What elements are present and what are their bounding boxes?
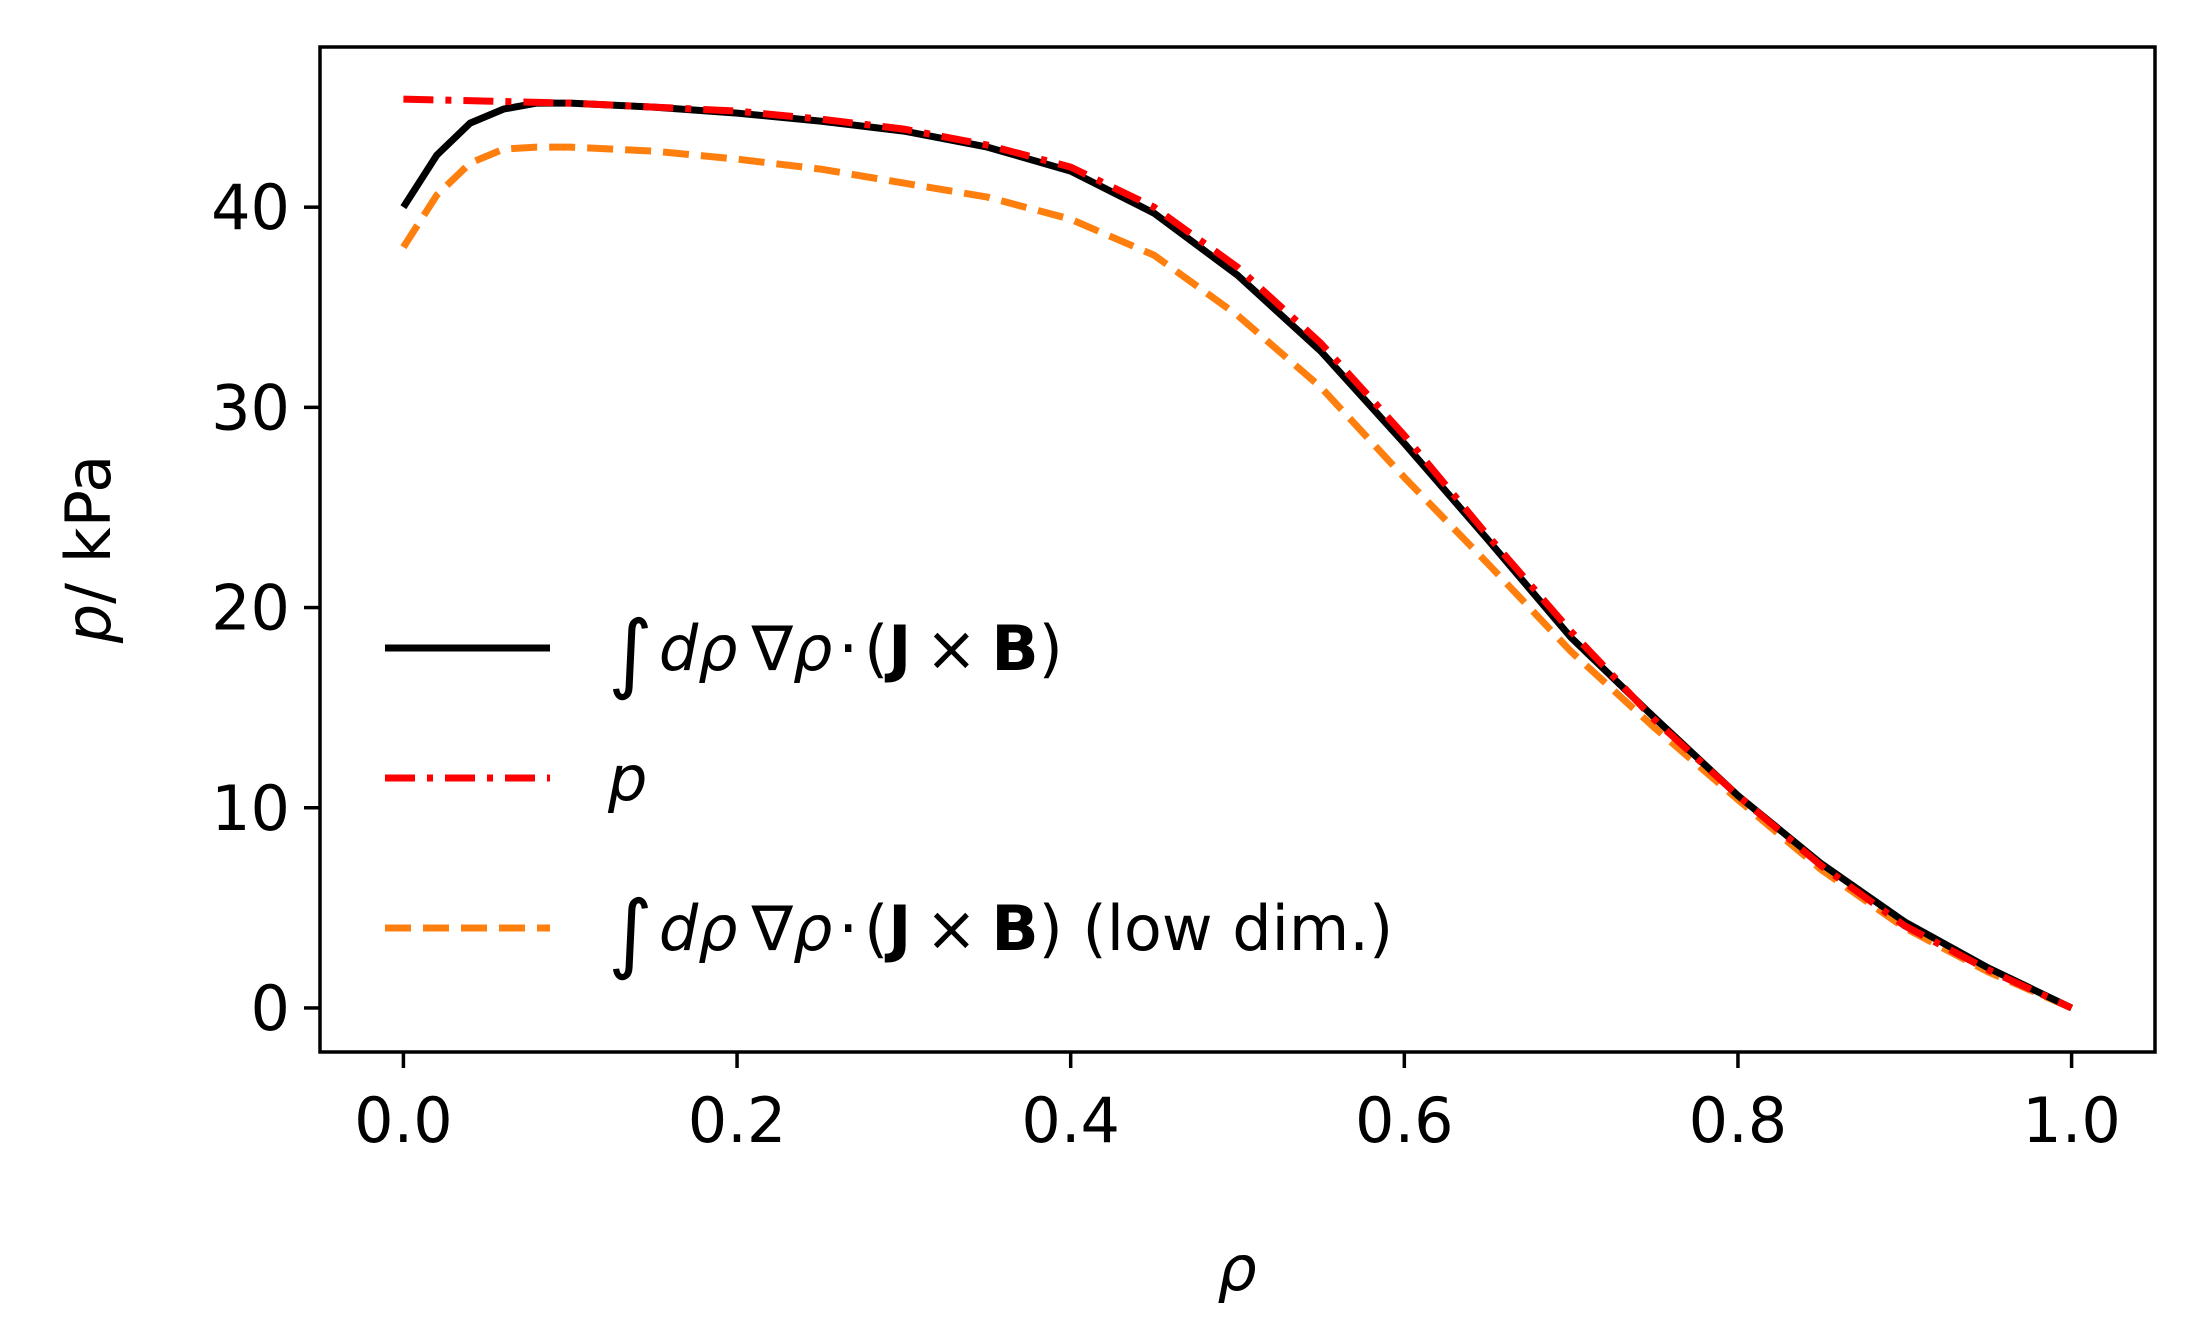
- x-tick-label: 0.6: [1355, 1084, 1454, 1157]
- open-paren: (: [864, 892, 888, 965]
- y-tick-label: 20: [211, 572, 290, 645]
- y-axis-label-symbol: p: [52, 604, 125, 644]
- dot-operator: ·: [838, 892, 858, 965]
- legend-entry-jxb: ∫dρ ∇ρ·(J × B): [385, 603, 1063, 703]
- times-operator: ×: [925, 892, 977, 965]
- series-line-jxb-low: [400, 143, 2073, 1012]
- x-tick-label: 0.0: [354, 1084, 453, 1157]
- x-tick-label: 1.0: [2022, 1084, 2121, 1157]
- legend-label-jxb: ∫dρ ∇ρ·(J × B): [608, 603, 1063, 703]
- close-paren: ): [1039, 892, 1063, 965]
- x-tick-label: 0.4: [1021, 1084, 1120, 1157]
- y-axis-label: p/ kPa: [52, 455, 125, 644]
- integral-sign: ∫: [608, 883, 653, 983]
- x-axis-label: ρ: [1217, 1232, 1256, 1305]
- vector-B: B: [991, 612, 1038, 685]
- series-line-p: [403, 95, 2074, 1012]
- series-layer: [400, 95, 2074, 1012]
- y-axis-ticks: 0 10 20 30 40: [211, 171, 320, 1045]
- integral-sign: ∫: [608, 603, 653, 703]
- low-dim-suffix: (low dim.): [1063, 892, 1393, 965]
- plot-frame: [318, 45, 2157, 1054]
- x-tick-label: 0.8: [1689, 1084, 1788, 1157]
- x-tick-label: 0.2: [688, 1084, 787, 1157]
- dot-operator: ·: [838, 612, 858, 685]
- close-paren: ): [1039, 612, 1063, 685]
- y-tick-label: 0: [251, 972, 290, 1045]
- legend-label-p: p: [607, 742, 647, 815]
- x-axis-ticks: 0.0 0.2 0.4 0.6 0.8 1.0: [354, 1052, 2121, 1157]
- y-tick-label: 30: [211, 371, 290, 444]
- legend: ∫dρ ∇ρ·(J × B) p ∫dρ ∇ρ·(J × B) (low dim.): [385, 603, 1393, 983]
- vector-J: J: [884, 892, 911, 965]
- legend-entry-p: p: [385, 742, 647, 815]
- d-rho: dρ: [659, 892, 738, 965]
- nabla-rho: ∇ρ: [751, 612, 833, 685]
- y-tick-label: 10: [211, 772, 290, 845]
- open-paren: (: [864, 612, 888, 685]
- legend-label-jxb-low: ∫dρ ∇ρ·(J × B) (low dim.): [608, 883, 1393, 983]
- legend-entry-jxb-low: ∫dρ ∇ρ·(J × B) (low dim.): [385, 883, 1393, 983]
- y-tick-label: 40: [211, 171, 290, 244]
- times-operator: ×: [925, 612, 977, 685]
- y-axis-label-unit: / kPa: [52, 455, 125, 604]
- nabla-rho: ∇ρ: [751, 892, 833, 965]
- d-rho: dρ: [659, 612, 738, 685]
- vector-B: B: [991, 892, 1038, 965]
- vector-J: J: [884, 612, 911, 685]
